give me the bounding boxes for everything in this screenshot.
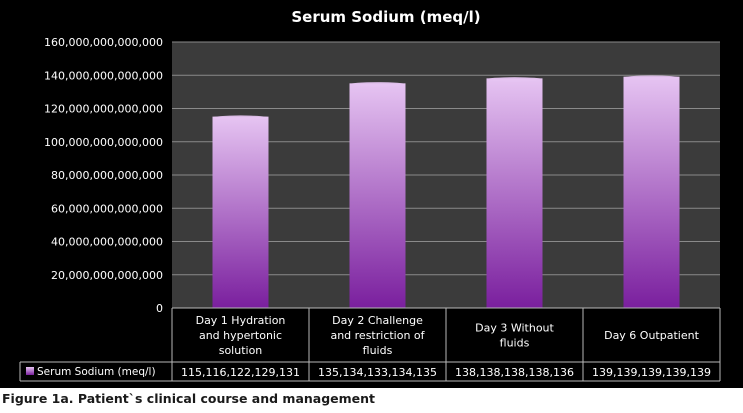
bar-cap (349, 82, 406, 87)
bar (212, 116, 269, 308)
y-tick-label: 100,000,000,000,000 (44, 136, 163, 149)
y-tick-label: 120,000,000,000,000 (44, 103, 163, 116)
bar-cap (623, 75, 680, 80)
category-label: and hypertonic (199, 329, 282, 342)
y-tick-label: 80,000,000,000,000 (51, 169, 163, 182)
bar-cap (212, 115, 269, 120)
data-table-value: 138,138,138,138,136 (455, 366, 574, 379)
y-tick-label: 0 (156, 302, 163, 315)
y-tick-label: 160,000,000,000,000 (44, 36, 163, 49)
data-table-value: 139,139,139,139,139 (592, 366, 711, 379)
category-label: Day 3 Without (475, 322, 554, 335)
bar (486, 78, 543, 309)
chart-title: Serum Sodium (meq/l) (291, 8, 480, 26)
data-table-value: 115,116,122,129,131 (181, 366, 300, 379)
data-table-value: 135,134,133,134,135 (318, 366, 437, 379)
category-label: solution (219, 344, 263, 357)
figure-caption: Figure 1a. Patient`s clinical course and… (2, 391, 376, 406)
category-label: Day 1 Hydration (196, 314, 286, 327)
category-label: and restriction of (330, 329, 425, 342)
bar-cap (486, 77, 543, 82)
category-label: Day 6 Outpatient (604, 329, 699, 342)
category-label: fluids (363, 344, 393, 357)
y-tick-label: 40,000,000,000,000 (51, 236, 163, 249)
y-tick-label: 140,000,000,000,000 (44, 69, 163, 82)
legend-label: Serum Sodium (meq/l) (37, 366, 156, 378)
category-label: fluids (500, 337, 530, 350)
bar (623, 76, 680, 308)
serum-sodium-chart: Serum Sodium (meq/l) 0 20,000,000,000,000 4… (19, 8, 721, 382)
chart-frame: Serum Sodium (meq/l) 0 20,000,000,000,000 4… (0, 0, 743, 388)
category-label: Day 2 Challenge (332, 314, 423, 327)
y-tick-label: 20,000,000,000,000 (51, 269, 163, 282)
legend-key (26, 367, 34, 375)
y-tick-label: 60,000,000,000,000 (51, 202, 163, 215)
bar (349, 83, 406, 308)
